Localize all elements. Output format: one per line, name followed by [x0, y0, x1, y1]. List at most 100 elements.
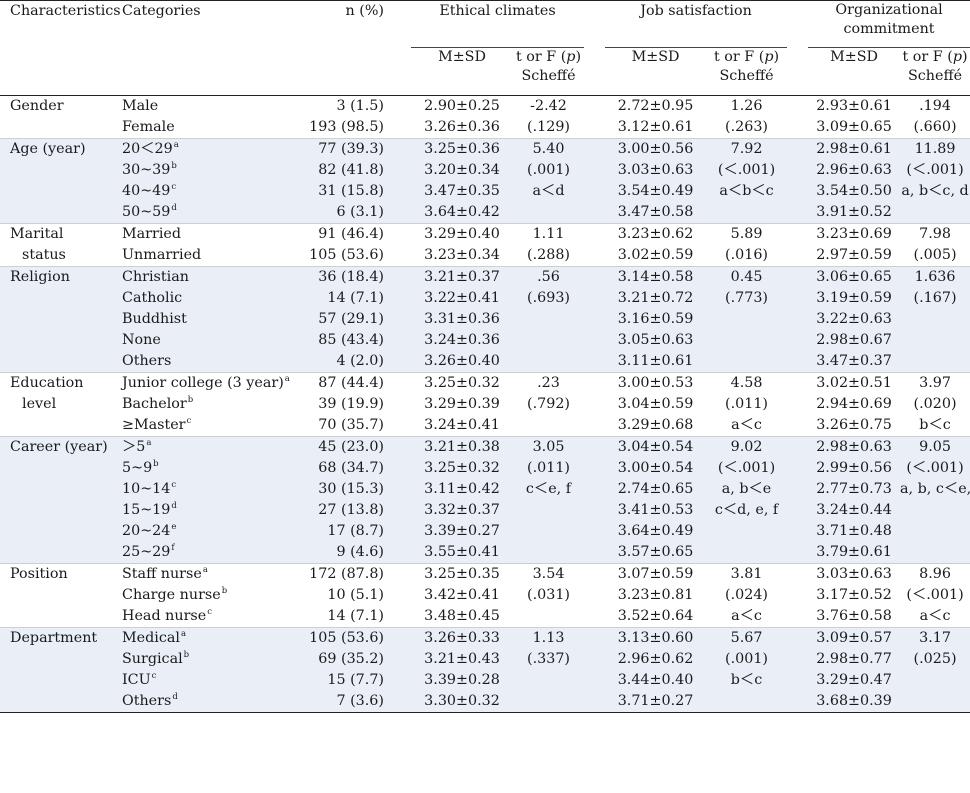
org-msd-cell-line: 2.96±0.63	[816, 162, 892, 178]
job-msd-cell-line: 2.74±0.65	[617, 481, 694, 497]
org-test-cell: 3.17 (.025)	[900, 627, 970, 713]
ethical-test-cell-line: 3.54	[532, 566, 565, 582]
n-cell: 77 (39.3) 82 (41.8) 31 (15.8) 6 (3.1)	[300, 138, 384, 224]
org-msd-cell-line: 3.71±0.48	[816, 523, 892, 539]
category-item: Junior college (3 year)a	[122, 373, 300, 394]
job-msd-cell-line: 3.71±0.27	[617, 693, 694, 709]
job-test-cell-line: (.016)	[725, 247, 769, 263]
org-msd-cell-line: 2.98±0.77	[816, 651, 892, 667]
category-item: Male	[122, 96, 300, 117]
org-test-cell-line: (.005)	[913, 247, 957, 263]
job-msd-cell-line: 3.23±0.62	[617, 226, 694, 242]
characteristic-cell: Position	[0, 564, 122, 628]
characteristic-cell: Department	[0, 627, 122, 713]
n-cell: 172 (87.8) 10 (5.1) 14 (7.1)	[300, 564, 384, 628]
spacer-cell	[584, 96, 605, 139]
category-label: Staff nurse	[122, 566, 202, 582]
characteristic-cell: Marital status	[0, 224, 122, 267]
category-superscript: a	[146, 438, 152, 448]
org-test-cell-line: a＜c	[919, 608, 951, 624]
category-label: Christian	[122, 269, 189, 285]
n-cell-line: 85 (43.4)	[318, 332, 384, 348]
category-superscript: c	[207, 607, 212, 617]
spacer-cell	[787, 96, 808, 139]
n-cell-line: 3 (1.5)	[336, 98, 384, 114]
header-org-line1: Organizational	[835, 2, 943, 18]
spacer-cell	[584, 436, 606, 564]
org-msd-cell-line: 3.06±0.65	[816, 269, 892, 285]
org-msd-cell-line: 3.29±0.47	[816, 672, 892, 688]
ethical-msd-cell-line: 3.21±0.38	[424, 439, 500, 455]
n-cell-line: 105 (53.6)	[309, 247, 384, 263]
job-msd-cell-line: 3.00±0.54	[617, 460, 694, 476]
category-label: ＞5	[122, 439, 146, 455]
spacer-cell	[384, 266, 411, 373]
p-symbol: p	[764, 49, 774, 65]
header-test-line2: Scheffé	[907, 68, 963, 84]
job-test-cell-line: a＜c	[731, 417, 762, 433]
n-cell-line: 14 (7.1)	[327, 290, 384, 306]
ethical-msd-cell-line: 3.20±0.34	[424, 162, 500, 178]
ethical-msd-cell-line: 3.30±0.32	[424, 693, 500, 709]
job-msd-cell-line: 3.29±0.68	[617, 417, 694, 433]
ethical-msd-cell: 3.21±0.38 3.25±0.32 3.11±0.42 3.32±0.37 3.39…	[411, 436, 513, 564]
spacer-cell	[384, 138, 411, 224]
n-cell-line: 39 (19.9)	[318, 396, 384, 412]
category-item: 20~24e	[122, 521, 300, 542]
job-msd-cell-line: 3.13±0.60	[617, 630, 694, 646]
table-row: Gender Male Female 3 (1.5) 193 (98.5) 2.90±0.…	[0, 96, 970, 139]
characteristic-label: Age (year)	[10, 141, 86, 157]
n-cell-line: 87 (44.4)	[318, 375, 384, 391]
ethical-msd-cell-line: 3.39±0.27	[424, 523, 500, 539]
ethical-test-cell-line: (.011)	[527, 460, 570, 476]
results-table: Characteristics Categories n (%) Ethical…	[0, 0, 970, 713]
spacer-cell	[787, 564, 808, 628]
n-cell-line: 15 (7.7)	[327, 672, 384, 688]
category-item: Female	[122, 117, 300, 138]
ethical-test-cell: .56 (.693)	[513, 266, 585, 373]
table-row: Position Staff nursea Charge nurseb Head nu…	[0, 564, 970, 628]
n-cell-line: 6 (3.1)	[336, 204, 384, 220]
ethical-msd-cell-line: 3.31±0.36	[424, 311, 500, 327]
characteristic-label: Position	[10, 566, 68, 582]
category-superscript: e	[171, 522, 177, 532]
org-msd-cell: 3.02±0.51 2.94±0.69 3.26±0.75	[808, 373, 900, 437]
job-test-cell-line: 1.26	[730, 98, 763, 114]
job-test-cell-line: (＜.001)	[717, 162, 776, 178]
ethical-msd-cell: 3.25±0.35 3.42±0.41 3.48±0.45	[411, 564, 513, 628]
job-msd-cell-line: 3.21±0.72	[617, 290, 694, 306]
org-test-cell: 9.05 (＜.001) a, b, c＜e, f	[900, 436, 970, 564]
ethical-test-cell-line: a＜d	[532, 183, 565, 199]
job-test-cell-line: (.011)	[725, 396, 769, 412]
org-msd-cell-line: 3.22±0.63	[816, 311, 892, 327]
category-item: 40~49c	[122, 181, 300, 202]
category-label: Charge nurse	[122, 587, 221, 603]
ethical-msd-cell-line: 3.23±0.34	[424, 247, 500, 263]
header-test-job: t or F (p) Scheffé	[706, 47, 788, 96]
org-msd-cell-line: 2.98±0.63	[816, 439, 892, 455]
ethical-msd-cell-line: 3.22±0.41	[424, 290, 500, 306]
job-msd-cell-line: 3.23±0.81	[617, 587, 694, 603]
ethical-test-cell-line: c＜e, f	[525, 481, 572, 497]
header-test-ethical: t or F (p) Scheffé	[513, 47, 585, 96]
org-msd-cell-line: 3.09±0.65	[816, 119, 892, 135]
header-test-line1: t or F (p)	[902, 49, 968, 65]
n-cell-line: 82 (41.8)	[318, 162, 384, 178]
spacer-cell	[384, 224, 411, 267]
ethical-test-cell: -2.42 (.129)	[513, 96, 584, 139]
org-msd-cell-line: 2.77±0.73	[816, 481, 892, 497]
job-msd-cell-line: 2.96±0.62	[617, 651, 694, 667]
characteristic-cell: Career (year)	[0, 436, 122, 564]
category-superscript: f	[171, 543, 175, 553]
ethical-test-cell: 1.11 (.288)	[513, 224, 584, 267]
n-cell-line: 77 (39.3)	[318, 141, 384, 157]
ethical-test-cell-line: 1.13	[532, 630, 565, 646]
category-item: None	[122, 330, 300, 351]
org-msd-cell-line: 3.54±0.50	[816, 183, 892, 199]
row-group: Position Staff nursea Charge nurseb Head nu…	[0, 563, 970, 628]
category-label: Others	[122, 693, 172, 709]
ethical-test-cell: 5.40 (.001) a＜d	[513, 138, 585, 224]
job-test-cell-line: a＜c	[731, 608, 762, 624]
header-organizational-commitment: Organizational commitment	[808, 0, 970, 48]
category-label: Unmarried	[122, 247, 202, 263]
